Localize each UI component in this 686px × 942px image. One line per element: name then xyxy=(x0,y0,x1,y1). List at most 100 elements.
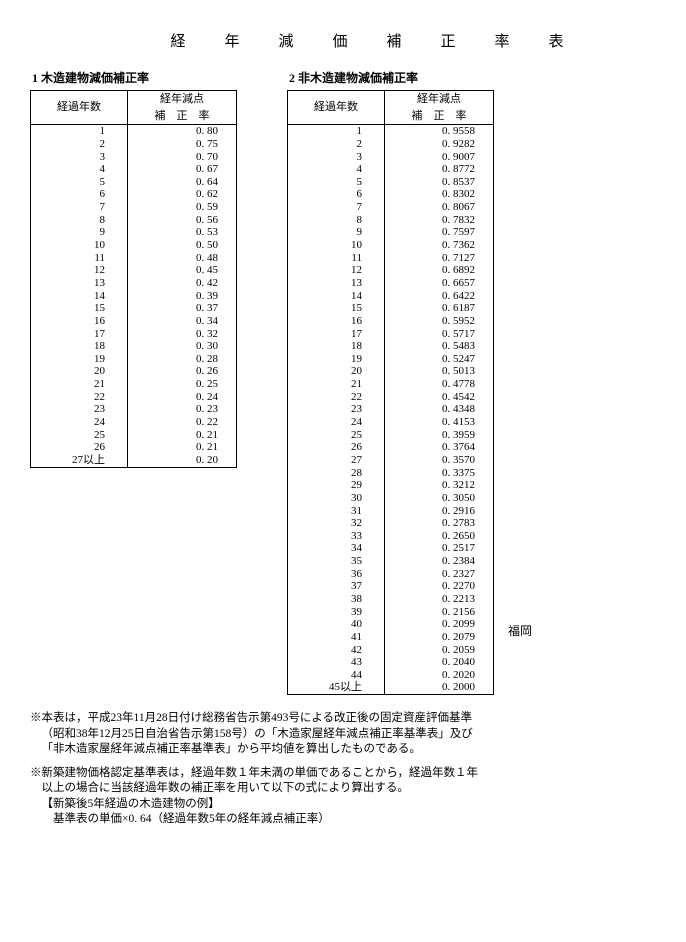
table-row: 230. 4348 xyxy=(288,403,494,416)
cell-rate: 0. 2327 xyxy=(385,568,494,581)
table-row: 200. 26 xyxy=(31,365,237,378)
table-row: 210. 4778 xyxy=(288,378,494,391)
cell-year: 15 xyxy=(31,302,128,315)
cell-rate: 0. 2156 xyxy=(385,606,494,619)
cell-year: 32 xyxy=(288,517,385,530)
cell-rate: 0. 39 xyxy=(128,290,237,303)
note1-line1: ※本表は，平成23年11月28日付け総務省告示第493号による改正後の固定資産評… xyxy=(30,712,472,724)
table-row: 240. 4153 xyxy=(288,416,494,429)
cell-year: 42 xyxy=(288,644,385,657)
table-row: 150. 6187 xyxy=(288,302,494,315)
table2-block: 2 非木造建物減価補正率 経過年数 経年減点 補 正 率 10. 955820.… xyxy=(287,69,494,695)
cell-year: 10 xyxy=(288,239,385,252)
table-row: 340. 2517 xyxy=(288,542,494,555)
cell-year: 20 xyxy=(31,365,128,378)
table-row: 320. 2783 xyxy=(288,517,494,530)
table-row: 20. 75 xyxy=(31,138,237,151)
cell-year: 33 xyxy=(288,530,385,543)
cell-rate: 0. 3212 xyxy=(385,479,494,492)
cell-rate: 0. 2783 xyxy=(385,517,494,530)
cell-rate: 0. 5717 xyxy=(385,328,494,341)
table-row: 440. 2020 xyxy=(288,669,494,682)
cell-rate: 0. 50 xyxy=(128,239,237,252)
cell-rate: 0. 6657 xyxy=(385,277,494,290)
cell-rate: 0. 70 xyxy=(128,151,237,164)
cell-rate: 0. 7362 xyxy=(385,239,494,252)
cell-rate: 0. 8772 xyxy=(385,163,494,176)
cell-year: 8 xyxy=(288,214,385,227)
table-row: 40. 67 xyxy=(31,163,237,176)
cell-year: 30 xyxy=(288,492,385,505)
cell-rate: 0. 2099 xyxy=(385,618,494,631)
table-row: 150. 37 xyxy=(31,302,237,315)
cell-year: 16 xyxy=(288,315,385,328)
cell-rate: 0. 67 xyxy=(128,163,237,176)
cell-rate: 0. 7127 xyxy=(385,252,494,265)
note1-line2: （昭和38年12月25日自治省告示第158号）の「木造家屋経年減点補正率基準表」… xyxy=(30,728,473,740)
table-row: 40. 8772 xyxy=(288,163,494,176)
table-row: 240. 22 xyxy=(31,416,237,429)
table-row: 190. 28 xyxy=(31,353,237,366)
cell-year: 26 xyxy=(31,441,128,454)
cell-rate: 0. 3375 xyxy=(385,467,494,480)
cell-rate: 0. 4348 xyxy=(385,403,494,416)
table-row: 170. 32 xyxy=(31,328,237,341)
cell-year: 20 xyxy=(288,365,385,378)
page-title: 経 年 減 価 補 正 率 表 xyxy=(30,30,686,51)
note2-line2: 以上の場合に当該経過年数の補正率を用いて以下の式により算出する。 xyxy=(30,782,409,794)
cell-year: 28 xyxy=(288,467,385,480)
table-row: 230. 23 xyxy=(31,403,237,416)
table-row: 130. 6657 xyxy=(288,277,494,290)
cell-rate: 0. 42 xyxy=(128,277,237,290)
cell-rate: 0. 4153 xyxy=(385,416,494,429)
table-row: 50. 8537 xyxy=(288,176,494,189)
table1-header-year: 経過年数 xyxy=(31,91,128,125)
table-row: 180. 5483 xyxy=(288,340,494,353)
table-row: 160. 5952 xyxy=(288,315,494,328)
table-row: 270. 3570 xyxy=(288,454,494,467)
cell-rate: 0. 7597 xyxy=(385,226,494,239)
cell-rate: 0. 25 xyxy=(128,378,237,391)
cell-rate: 0. 22 xyxy=(128,416,237,429)
table-row: 170. 5717 xyxy=(288,328,494,341)
cell-year: 38 xyxy=(288,593,385,606)
cell-year: 24 xyxy=(31,416,128,429)
cell-year: 5 xyxy=(288,176,385,189)
table-row: 10. 9558 xyxy=(288,125,494,138)
cell-year: 19 xyxy=(288,353,385,366)
cell-year: 21 xyxy=(31,378,128,391)
table2-caption: 2 非木造建物減価補正率 xyxy=(287,69,494,86)
cell-year: 23 xyxy=(288,403,385,416)
cell-year: 14 xyxy=(288,290,385,303)
cell-rate: 0. 9558 xyxy=(385,125,494,138)
cell-rate: 0. 37 xyxy=(128,302,237,315)
cell-year: 23 xyxy=(31,403,128,416)
cell-year: 45以上 xyxy=(288,681,385,694)
cell-rate: 0. 9282 xyxy=(385,138,494,151)
cell-year: 14 xyxy=(31,290,128,303)
cell-rate: 0. 2650 xyxy=(385,530,494,543)
table-row: 45以上0. 2000 xyxy=(288,681,494,694)
table-row: 360. 2327 xyxy=(288,568,494,581)
cell-year: 36 xyxy=(288,568,385,581)
table2-header-rate-2: 補 正 率 xyxy=(385,108,494,125)
cell-year: 39 xyxy=(288,606,385,619)
cell-rate: 0. 5483 xyxy=(385,340,494,353)
cell-year: 7 xyxy=(288,201,385,214)
cell-rate: 0. 9007 xyxy=(385,151,494,164)
table-row: 60. 62 xyxy=(31,188,237,201)
table-row: 90. 53 xyxy=(31,226,237,239)
cell-rate: 0. 4542 xyxy=(385,391,494,404)
table-row: 280. 3375 xyxy=(288,467,494,480)
cell-year: 4 xyxy=(31,163,128,176)
table-row: 190. 5247 xyxy=(288,353,494,366)
cell-year: 31 xyxy=(288,505,385,518)
cell-year: 6 xyxy=(31,188,128,201)
cell-rate: 0. 3570 xyxy=(385,454,494,467)
cell-year: 44 xyxy=(288,669,385,682)
cell-year: 6 xyxy=(288,188,385,201)
table-row: 330. 2650 xyxy=(288,530,494,543)
cell-year: 3 xyxy=(31,151,128,164)
cell-year: 5 xyxy=(31,176,128,189)
cell-rate: 0. 28 xyxy=(128,353,237,366)
